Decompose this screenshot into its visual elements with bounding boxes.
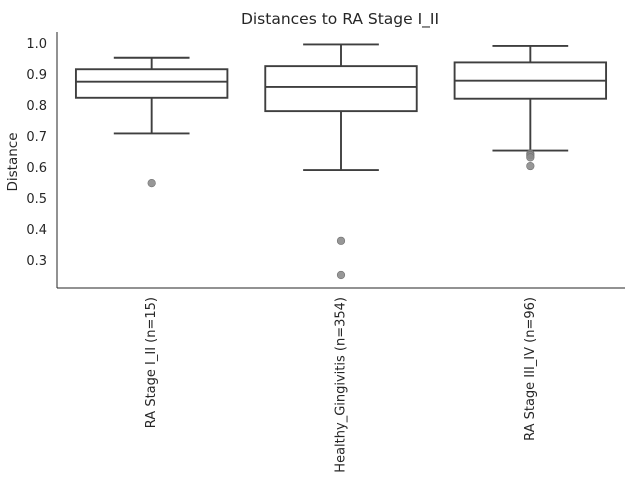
y-tick-label: 0.9: [26, 68, 47, 83]
box-group: [74, 56, 229, 188]
y-tick-label: 0.5: [26, 192, 47, 207]
y-axis-ticks: 0.3 0.4 0.5 0.6 0.7 0.8 0.9 1.0: [26, 37, 47, 269]
iqr-box: [264, 65, 418, 113]
y-tick-label: 0.7: [26, 130, 47, 145]
y-tick-label: 1.0: [26, 37, 47, 52]
y-axis-label: Distance: [5, 132, 21, 191]
y-tick-label: 0.6: [26, 161, 47, 176]
outlier-point: [526, 161, 535, 171]
outlier-point: [336, 270, 346, 280]
box-group: [453, 45, 608, 171]
x-axis-ticks: RA Stage I_II (n=15) Healthy_Gingivitis (…: [144, 297, 538, 473]
x-tick-label: RA Stage III_IV (n=96): [523, 297, 538, 441]
outlier-point: [526, 153, 535, 162]
box-plot-series: [74, 43, 608, 280]
outlier-point: [147, 179, 156, 188]
outlier-point: [336, 236, 346, 245]
y-tick-label: 0.3: [26, 254, 47, 269]
y-tick-label: 0.8: [26, 99, 47, 114]
iqr-box: [74, 68, 229, 99]
chart-title: Distances to RA Stage I_II: [241, 10, 439, 29]
x-tick-label: RA Stage I_II (n=15): [144, 297, 159, 428]
y-tick-label: 0.4: [26, 223, 47, 238]
box-group: [264, 43, 418, 280]
x-tick-label: Healthy_Gingivitis (n=354): [334, 297, 349, 473]
